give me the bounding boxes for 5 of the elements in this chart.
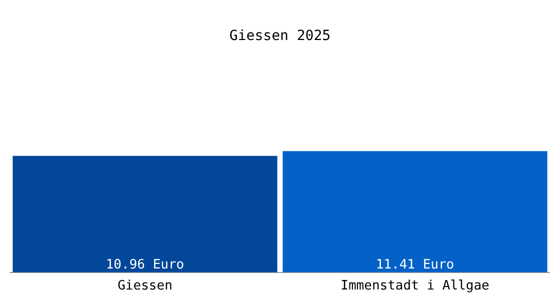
x-tick-label: Giessen — [118, 278, 172, 294]
x-tick-label: Immenstadt i Allgae — [340, 278, 490, 294]
data-label: 11.41 Euro — [376, 257, 454, 272]
chart-title: Giessen 2025 — [229, 28, 331, 44]
data-label: 10.96 Euro — [106, 257, 184, 272]
